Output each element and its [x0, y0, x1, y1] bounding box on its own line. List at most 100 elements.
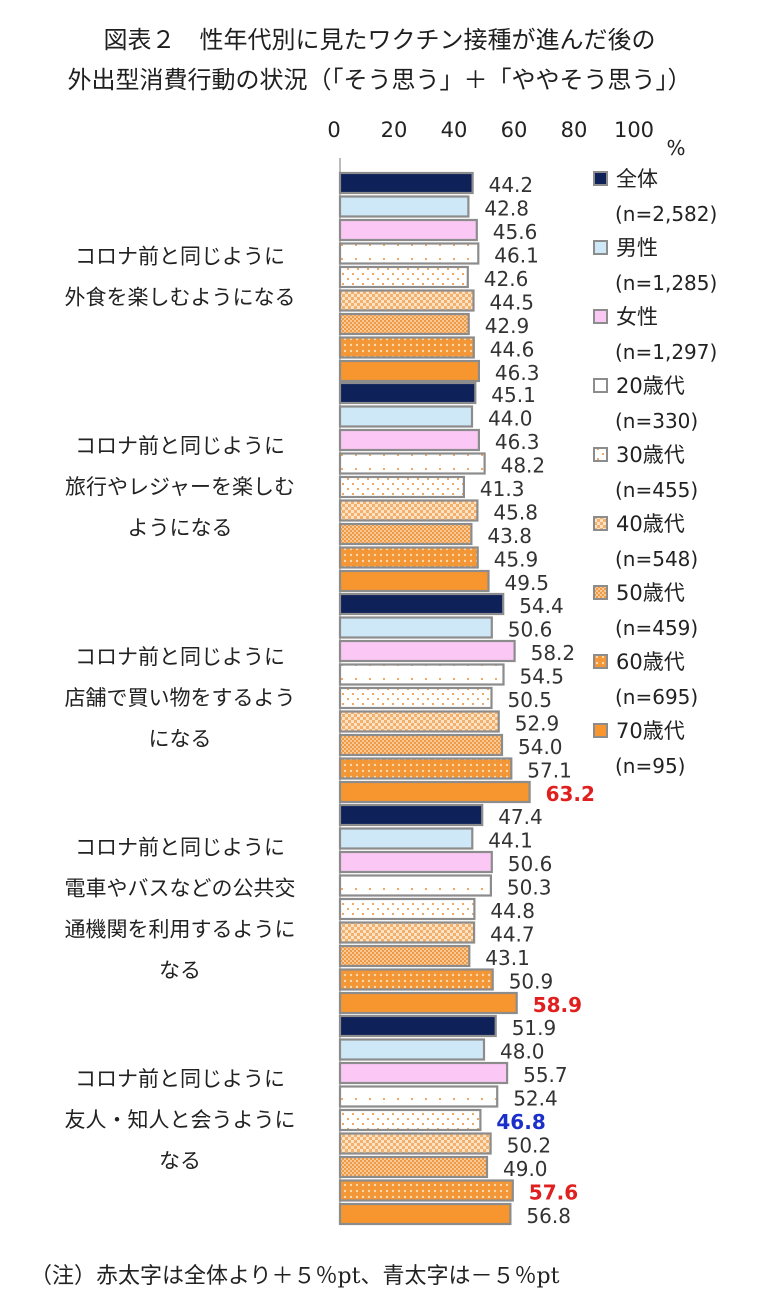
legend-swatch — [593, 723, 608, 738]
chart-title-line1: 図表２ 性年代別に見たワクチン接種が進んだ後の — [103, 26, 656, 54]
data-label: 43.8 — [487, 524, 532, 548]
bar-70歳代 — [338, 569, 490, 593]
bar-男性 — [338, 195, 470, 218]
category-label: ようになる — [128, 516, 233, 540]
legend-label: 全体 — [616, 167, 658, 191]
category-label: になる — [149, 727, 212, 751]
data-label: 42.9 — [485, 314, 530, 338]
legend-n-label: (n=1,297) — [615, 340, 717, 364]
legend-swatch — [593, 516, 608, 531]
data-label: 47.4 — [498, 805, 543, 829]
legend-n-label: (n=2,582) — [615, 202, 717, 226]
data-label: 56.8 — [526, 1204, 571, 1228]
bar-40歳代 — [338, 1132, 492, 1155]
data-label: 51.9 — [512, 1016, 557, 1040]
bar-全体 — [338, 803, 484, 827]
data-label: 54.5 — [520, 665, 565, 689]
category-label: コロナ前と同じように — [75, 835, 285, 859]
legend-n-label: (n=459) — [615, 616, 698, 640]
data-label: 52.9 — [515, 712, 560, 736]
data-label: 45.1 — [491, 383, 536, 407]
category-label: コロナ前と同じように — [75, 645, 285, 669]
data-label: 54.0 — [518, 735, 563, 759]
data-label: 41.3 — [480, 477, 525, 501]
footnote: （注）赤太字は全体より＋５％pt、青太字は－５％pt — [30, 1264, 560, 1289]
data-label: 48.2 — [501, 454, 546, 478]
data-label: 55.7 — [523, 1063, 568, 1087]
bar-50歳代 — [338, 312, 470, 336]
legend-swatch — [593, 171, 608, 186]
bar-60歳代 — [338, 757, 513, 780]
data-label: 44.7 — [490, 923, 535, 947]
data-label: 42.8 — [484, 197, 529, 221]
bar-全体 — [338, 1014, 497, 1038]
legend-label: 30歳代 — [616, 443, 685, 467]
legend-label: 70歳代 — [616, 719, 685, 743]
bar-70歳代 — [338, 1202, 512, 1226]
data-label: 50.5 — [508, 688, 553, 712]
bar-30歳代 — [338, 475, 466, 499]
data-label: 44.2 — [489, 173, 534, 197]
bar-20歳代 — [338, 663, 505, 686]
bar-30歳代 — [338, 686, 493, 710]
category-label: コロナ前と同じように — [75, 434, 285, 458]
x-tick-label: 20 — [381, 118, 408, 142]
data-label: 58.9 — [533, 993, 582, 1017]
data-label: 45.8 — [493, 501, 538, 525]
bar-60歳代 — [338, 336, 475, 359]
category-label: コロナ前と同じように — [75, 1067, 285, 1091]
legend-swatch — [593, 378, 608, 393]
data-label: 48.0 — [500, 1040, 545, 1064]
data-label: 46.3 — [495, 361, 540, 385]
bar-60歳代 — [338, 546, 479, 569]
data-label: 54.4 — [519, 594, 564, 618]
data-label: 42.6 — [484, 267, 529, 291]
legend-label: 40歳代 — [616, 512, 685, 536]
x-tick-label: 40 — [441, 118, 468, 142]
legend-n-label: (n=695) — [615, 685, 698, 709]
category-label: 店舗で買い物をするよう — [65, 686, 296, 710]
bar-50歳代 — [338, 733, 504, 757]
bar-全体 — [338, 171, 474, 195]
data-label: 49.0 — [503, 1157, 548, 1181]
data-label: 49.5 — [505, 571, 550, 595]
data-label: 63.2 — [546, 782, 595, 806]
bar-70歳代 — [338, 991, 518, 1015]
bar-50歳代 — [338, 944, 471, 968]
x-tick-label: 80 — [561, 118, 588, 142]
category-label: 旅行やレジャーを楽しむ — [65, 475, 295, 499]
bar-男性 — [338, 616, 493, 639]
data-label: 45.9 — [494, 548, 539, 572]
data-label: 50.6 — [508, 852, 553, 876]
chart-title-line2: 外出型消費行動の状況（「そう思う」＋「ややそう思う」） — [67, 66, 692, 94]
legend-label: 50歳代 — [616, 581, 685, 605]
x-tick-label: 0 — [327, 118, 340, 142]
legend-swatch — [593, 654, 608, 669]
data-label: 46.3 — [495, 430, 540, 454]
legend-swatch — [593, 309, 608, 324]
bar-40歳代 — [338, 289, 475, 312]
data-label: 50.3 — [507, 876, 552, 900]
data-label: 46.8 — [496, 1110, 545, 1134]
bar-30歳代 — [338, 897, 476, 921]
category-label: 通機関を利用するように — [65, 917, 296, 941]
legend-label: 女性 — [616, 305, 658, 329]
bar-全体 — [338, 381, 477, 405]
legend-n-label: (n=1,285) — [615, 271, 717, 295]
bar-男性 — [338, 405, 474, 428]
bar-30歳代 — [338, 265, 469, 289]
legend-n-label: (n=95) — [615, 754, 686, 778]
category-label: なる — [159, 958, 201, 982]
data-label: 52.4 — [513, 1087, 558, 1111]
data-label: 57.1 — [527, 759, 572, 783]
data-label: 44.0 — [488, 407, 533, 431]
category-label: 電車やバスなどの公共交 — [65, 876, 296, 900]
legend-swatch — [593, 447, 608, 462]
data-label: 44.5 — [490, 291, 535, 315]
bar-70歳代 — [338, 780, 531, 804]
data-label: 58.2 — [531, 641, 576, 665]
bar-40歳代 — [338, 710, 500, 733]
legend-n-label: (n=455) — [615, 478, 698, 502]
category-label: 友人・知人と会うように — [65, 1108, 296, 1132]
